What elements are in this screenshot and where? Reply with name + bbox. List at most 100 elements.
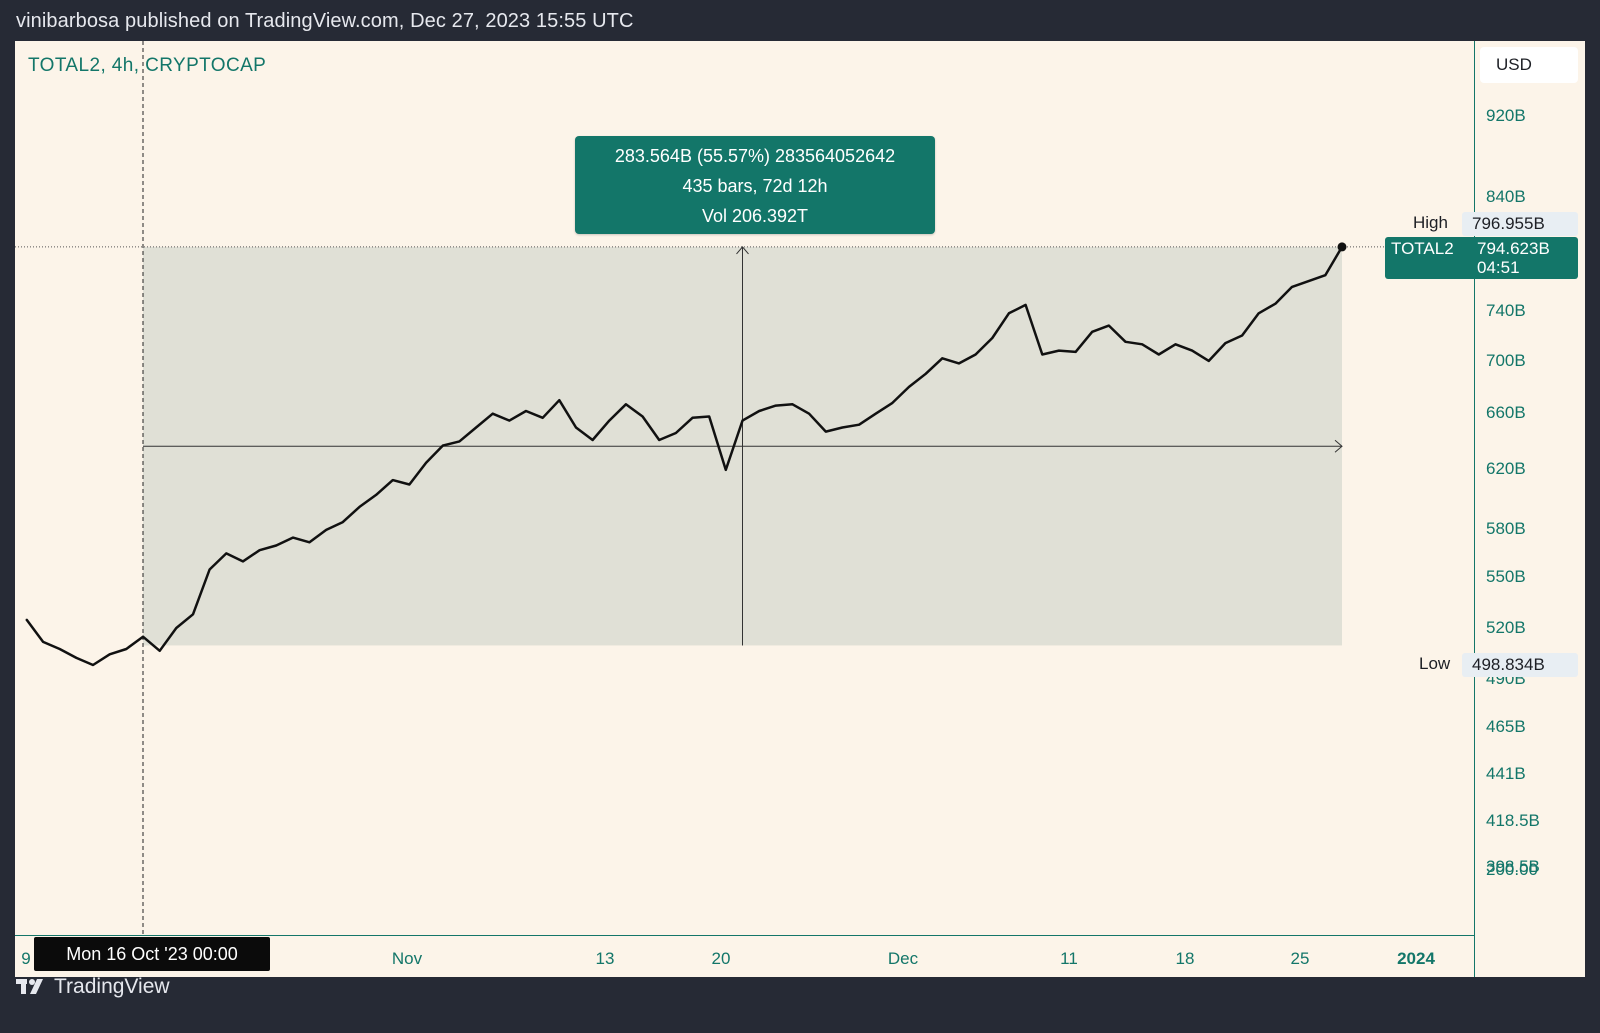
price-point-2023-11-09 — [541, 417, 544, 419]
price-tick-label: 580B — [1486, 519, 1526, 538]
time-tick-label: Dec — [887, 949, 919, 968]
price-point-2023-11-11 — [575, 426, 577, 429]
price-point-2023-11-22 — [758, 410, 760, 412]
time-tick-label: 18 — [1175, 949, 1195, 968]
price-point-2023-12-08 — [1024, 304, 1027, 306]
price-point-2023-11-21 — [741, 419, 744, 422]
price-point-2023-10-23 — [258, 549, 261, 551]
high-label: High — [1413, 213, 1448, 232]
low-label: Low — [1419, 654, 1451, 673]
price-point-2023-12-09 — [1041, 353, 1044, 356]
price-tick-label: 920B — [1486, 106, 1526, 125]
price-point-2023-11-10 — [558, 399, 561, 402]
price-tick-label: 520B — [1486, 618, 1526, 637]
price-point-2023-12-11 — [1074, 351, 1077, 353]
price-point-2023-11-18 — [691, 417, 694, 419]
time-tick-label: Nov — [391, 949, 423, 968]
time-tick-label: 20 — [711, 949, 731, 968]
time-tick-label: 11 — [1060, 949, 1078, 968]
price-point-2023-10-26 — [308, 541, 311, 544]
price-point-2023-10-14 — [108, 653, 111, 656]
price-point-2023-11-20 — [725, 469, 727, 471]
crosshair-date-label: Mon 16 Oct '23 00:00 — [34, 937, 270, 971]
time-axis-line — [15, 935, 1474, 936]
price-point-2023-11-01 — [408, 483, 411, 486]
price-point-2023-11-16 — [658, 439, 660, 441]
price-point-2023-11-26 — [825, 430, 827, 433]
price-point-2023-12-15 — [1141, 343, 1143, 346]
price-point-2023-10-28 — [342, 521, 344, 523]
current-symbol: TOTAL2 — [1391, 239, 1454, 258]
measure-change: 283.564B (55.57%) 283564052642 — [614, 146, 896, 166]
price-point-2023-11-13 — [608, 419, 611, 422]
price-point-2023-12-04 — [958, 362, 960, 365]
price-tick-label: 740B — [1486, 301, 1526, 320]
currency-button[interactable]: USD — [1480, 47, 1578, 83]
price-point-2023-10-30 — [375, 494, 377, 496]
price-point-2023-11-03 — [442, 444, 444, 447]
price-point-2023-10-24 — [275, 544, 278, 547]
price-point-2023-11-07 — [508, 419, 511, 422]
price-point-2023-10-18 — [175, 627, 178, 629]
price-point-2023-12-22 — [1257, 312, 1260, 315]
price-point-2023-10-11 — [58, 648, 61, 650]
measure-vertical-arrowhead — [736, 246, 749, 255]
price-point-2023-10-20 — [208, 568, 211, 571]
time-tick-label: 9 — [21, 949, 31, 968]
price-point-2023-12-16 — [1158, 353, 1160, 356]
measure-bars: 435 bars, 72d 12h — [682, 176, 828, 196]
price-point-2023-10-25 — [292, 536, 294, 539]
price-point-2023-12-19 — [1208, 360, 1210, 362]
high-value: 796.955B — [1462, 212, 1578, 236]
measure-tooltip: 283.564B (55.57%) 283564052642 435 bars,… — [575, 136, 935, 234]
price-point-2023-12-14 — [1124, 341, 1127, 343]
price-point-2023-11-08 — [525, 410, 527, 412]
price-point-2023-11-19 — [708, 415, 710, 418]
chart-frame[interactable]: TOTAL2, 4h, CRYPTOCAP USD 920B 840B 740B 70… — [15, 41, 1585, 977]
price-point-2023-11-27 — [841, 426, 844, 429]
price-tick-label: 441B — [1486, 764, 1526, 783]
price-point-2023-12-12 — [1091, 331, 1093, 333]
price-point-2023-11-12 — [591, 439, 594, 441]
price-point-2023-10-29 — [358, 506, 361, 508]
chart-plot[interactable] — [15, 41, 1585, 977]
price-point-2023-11-15 — [641, 415, 644, 418]
price-point-2023-10-19 — [192, 613, 194, 616]
price-point-2023-12-06 — [991, 337, 994, 339]
price-point-2023-11-05 — [475, 426, 477, 429]
price-point-2023-12-07 — [1008, 312, 1010, 315]
time-tick-label: 2024 — [1397, 949, 1435, 968]
price-point-2023-11-04 — [458, 440, 461, 443]
price-point-2023-12-05 — [974, 353, 977, 356]
low-value: 498.834B — [1462, 653, 1578, 677]
price-tick-label: 465B — [1486, 717, 1526, 736]
price-point-2023-10-17 — [158, 650, 161, 652]
price-point-2023-11-29 — [874, 412, 877, 415]
price-point-2023-12-23 — [1274, 302, 1277, 305]
price-tick-label: 398.5B — [1486, 857, 1540, 876]
price-tick-label: 200.00 — [1486, 860, 1538, 879]
price-point-2023-11-06 — [491, 412, 494, 415]
price-point-2023-11-24 — [791, 403, 794, 406]
price-point-2023-12-24 — [1291, 286, 1293, 288]
price-tick-label: 660B — [1486, 403, 1526, 422]
price-point-2023-10-31 — [392, 479, 394, 481]
time-tick-label: 13 — [595, 949, 615, 968]
price-series-line — [25, 246, 1344, 667]
bar-countdown: 04:51 — [1477, 258, 1520, 277]
price-point-2023-11-25 — [808, 412, 810, 415]
price-point-2023-11-30 — [891, 402, 894, 404]
price-point-2023-10-10 — [42, 641, 44, 643]
footer-brand[interactable]: TradingView — [16, 975, 170, 999]
price-point-2023-11-17 — [675, 432, 677, 434]
measure-horizontal-arrowhead — [1334, 439, 1343, 453]
price-point-2023-10-22 — [242, 560, 244, 563]
time-tick-label: 25 — [1290, 949, 1310, 968]
price-axis-line — [1474, 41, 1475, 977]
price-point-2023-12-18 — [1191, 349, 1193, 352]
price-point-2023-11-28 — [858, 423, 860, 426]
price-point-2023-12-02 — [924, 373, 927, 375]
price-point-2023-12-01 — [908, 386, 910, 388]
last-price-marker — [1337, 242, 1347, 252]
price-point-2023-11-02 — [425, 461, 427, 464]
